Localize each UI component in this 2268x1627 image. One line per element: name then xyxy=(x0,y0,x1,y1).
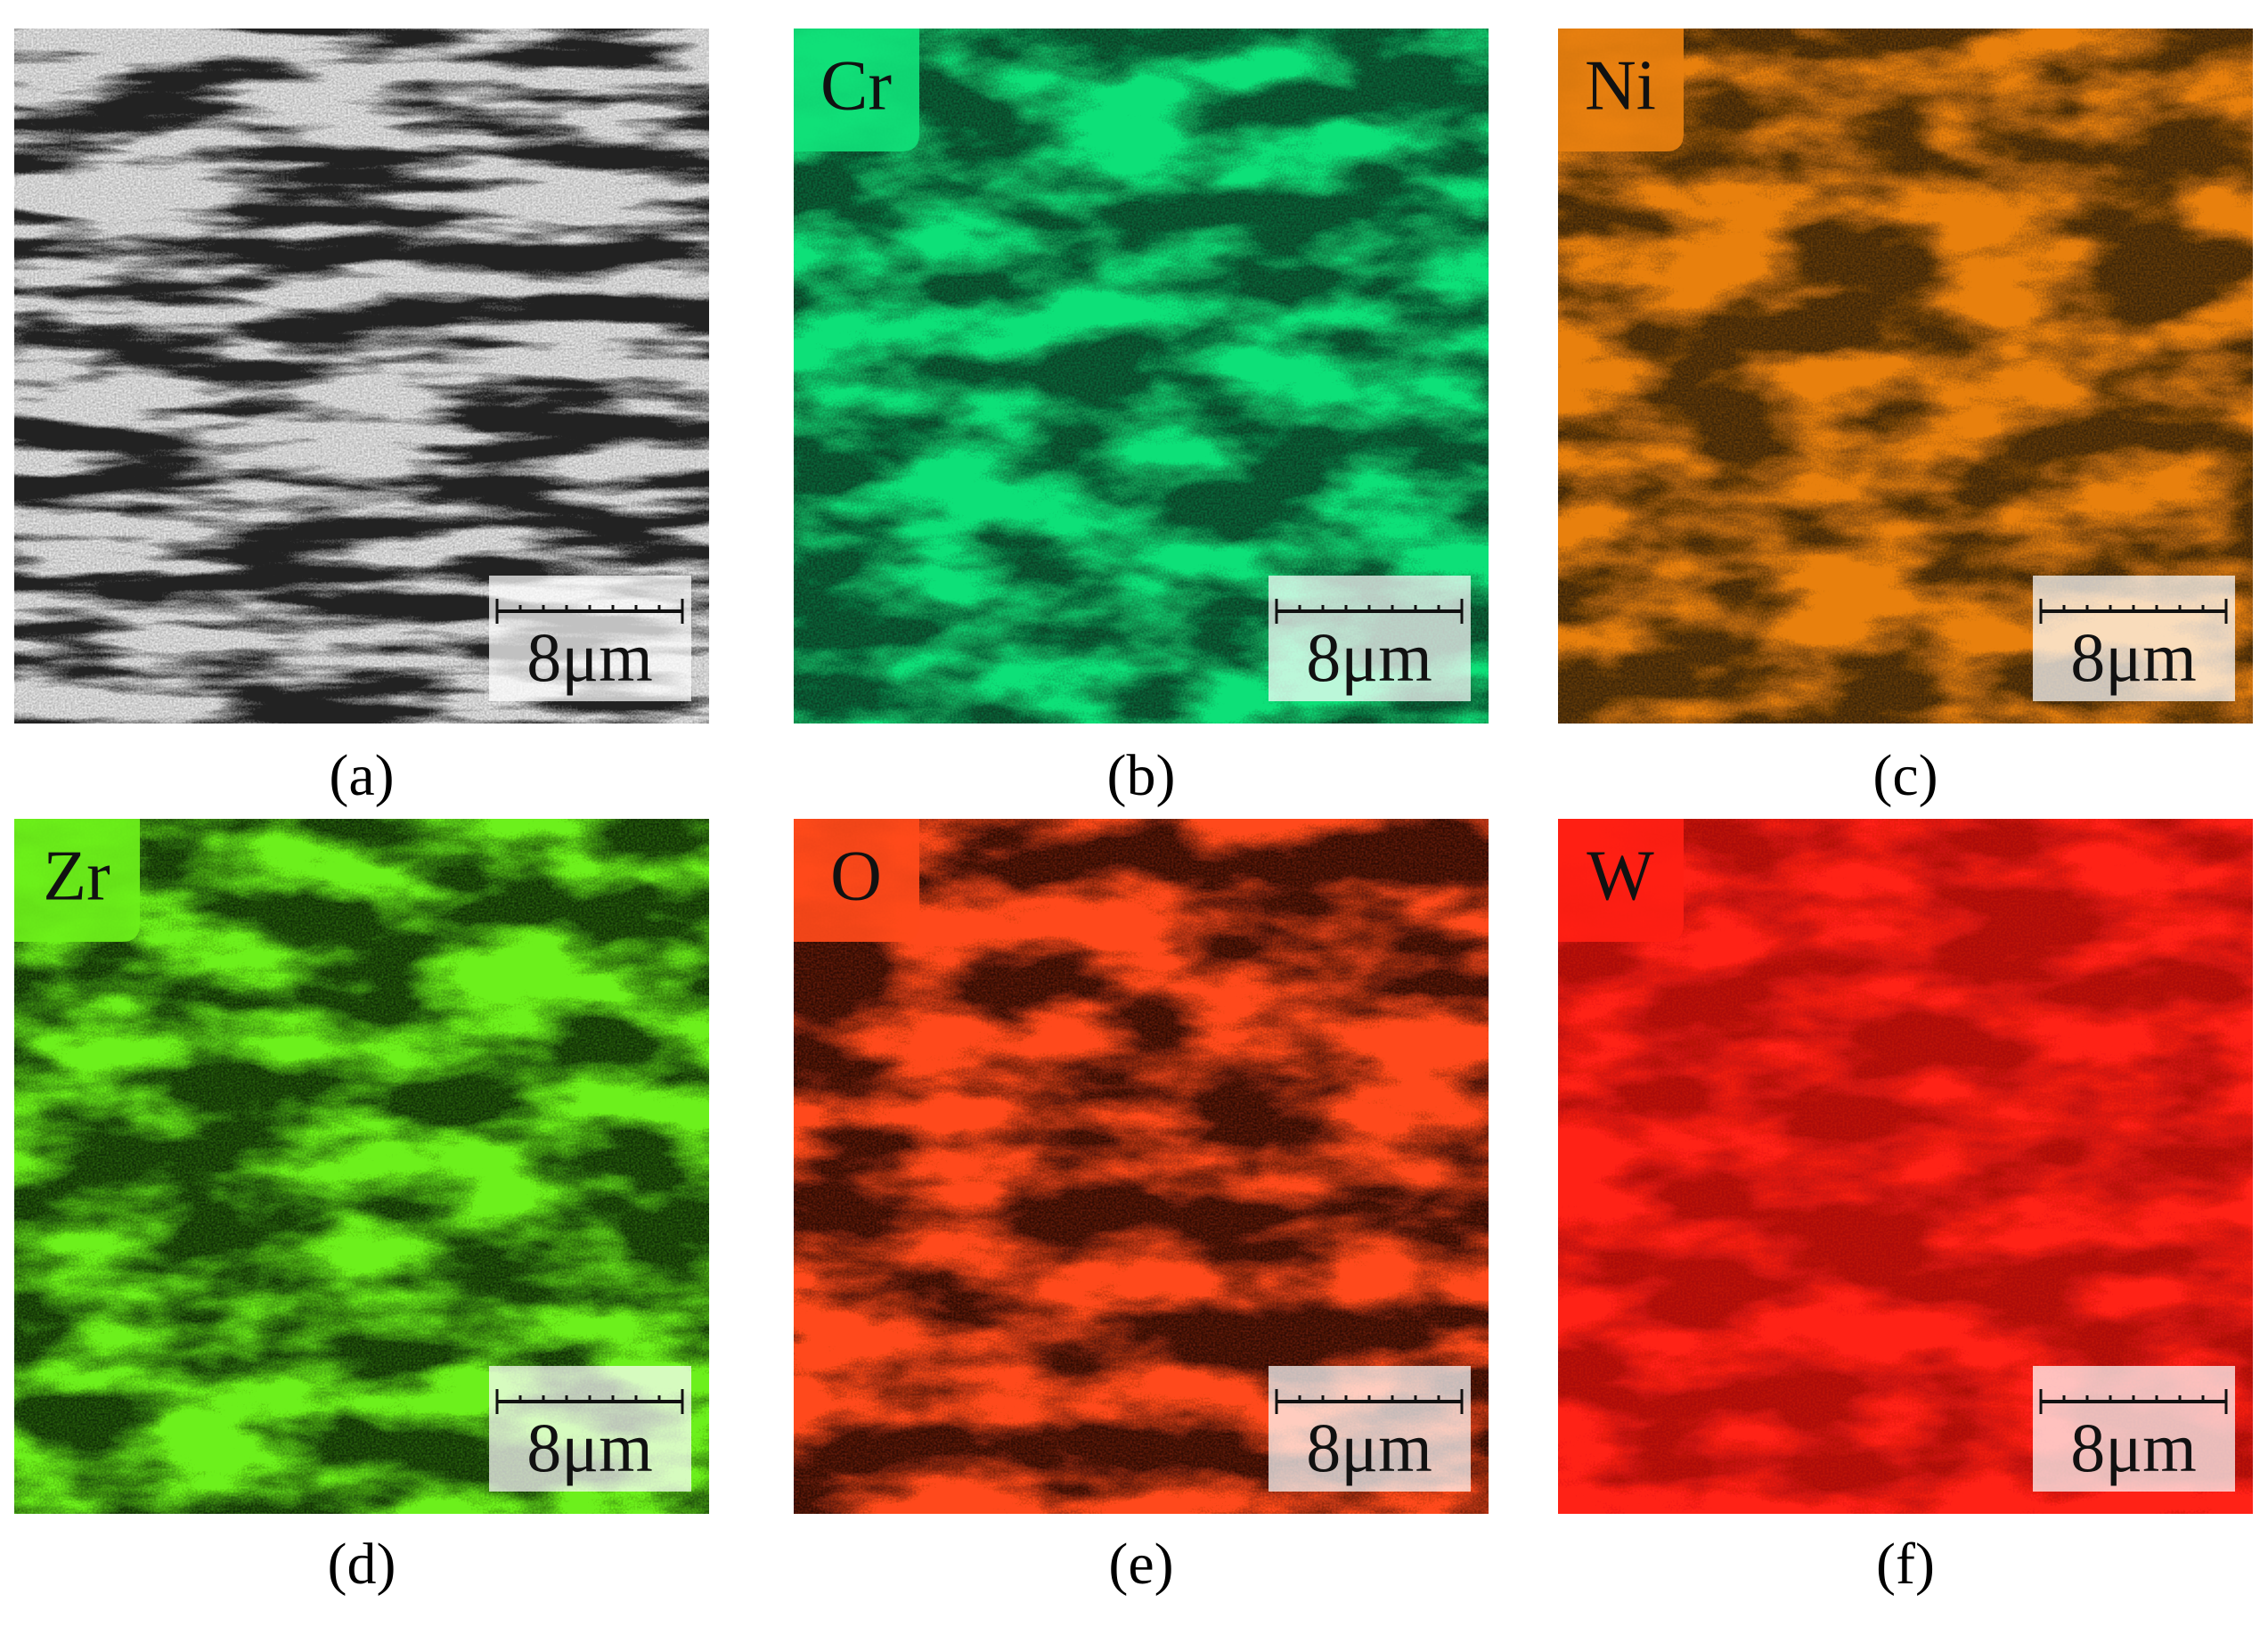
element-tag xyxy=(1558,29,1684,151)
scale-bar-box xyxy=(1269,1366,1471,1492)
scale-bar-label: 8μm xyxy=(1306,618,1432,696)
scale-bar-box xyxy=(2033,1366,2235,1492)
panel-caption: (f) xyxy=(1876,1532,1935,1597)
panel: Cr 8μm xyxy=(794,29,1489,724)
scale-bar-box xyxy=(1269,576,1471,701)
scale-bar-box xyxy=(489,1366,691,1492)
element-label: Ni xyxy=(1585,46,1656,125)
panel-caption: (c) xyxy=(1872,743,1938,808)
panel-caption: (b) xyxy=(1107,743,1176,808)
element-label: W xyxy=(1587,837,1654,915)
element-label: O xyxy=(830,837,882,915)
scale-bar-label: 8μm xyxy=(526,1409,653,1486)
scale-bar-box xyxy=(2033,576,2235,701)
panel: 8μm xyxy=(14,29,709,724)
scale-bar-label: 8μm xyxy=(1306,1409,1432,1486)
element-tag xyxy=(1558,819,1684,942)
element-tag xyxy=(794,29,919,151)
scale-bar-box xyxy=(489,576,691,701)
panel: Ni 8μm xyxy=(1558,29,2253,724)
panel: O 8μm xyxy=(794,819,1489,1514)
element-label: Zr xyxy=(43,837,110,915)
element-tag xyxy=(14,819,140,942)
scale-bar-label: 8μm xyxy=(526,618,653,696)
panel-caption: (d) xyxy=(328,1532,396,1597)
panel-caption: (a) xyxy=(329,743,394,808)
scale-bar-label: 8μm xyxy=(2070,618,2197,696)
panel: W 8μm xyxy=(1558,819,2253,1514)
panel-caption: (e) xyxy=(1108,1532,1173,1597)
element-label: Cr xyxy=(820,46,892,125)
element-tag xyxy=(794,819,919,942)
scale-bar-label: 8μm xyxy=(2070,1409,2197,1486)
panel: Zr 8μm xyxy=(14,819,709,1514)
